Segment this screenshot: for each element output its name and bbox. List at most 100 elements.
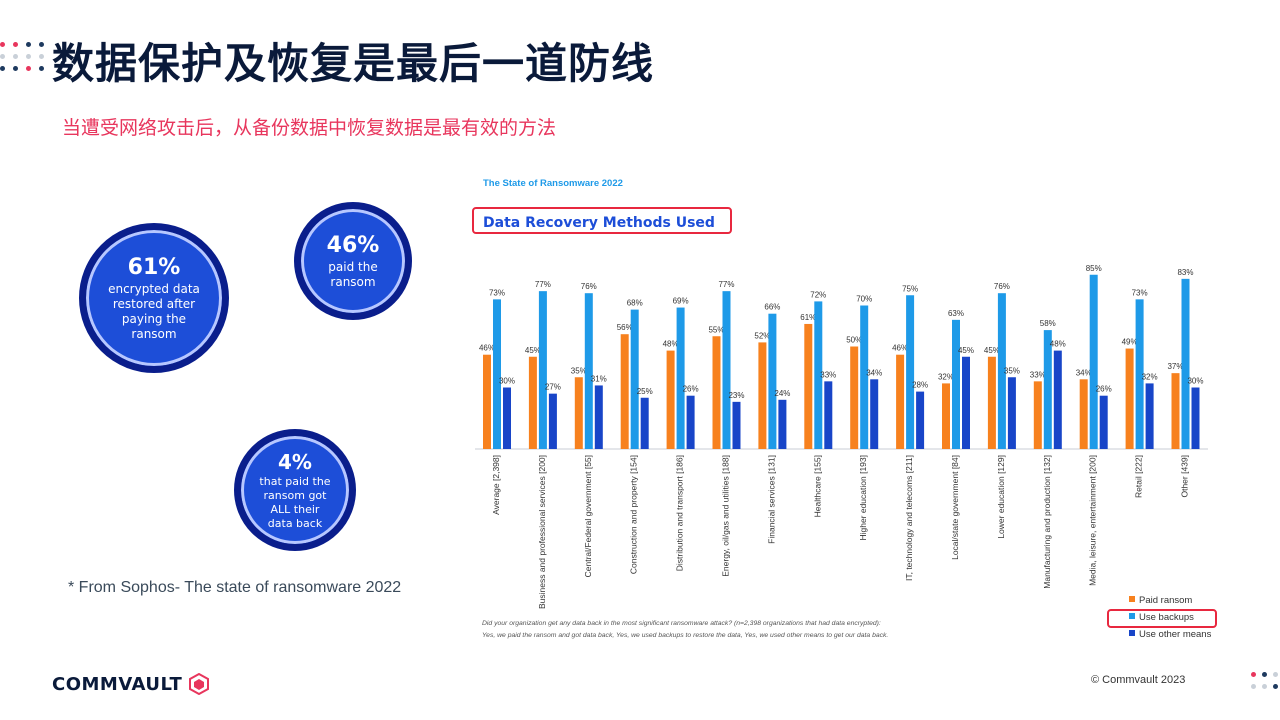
bar-other	[916, 391, 925, 449]
bar-paid	[1171, 373, 1180, 449]
bar-backups	[1135, 299, 1144, 449]
bar-backups	[1181, 278, 1190, 449]
stat-circle-all-data: 4% that paid the ransom got ALL their da…	[234, 429, 356, 551]
data-label: 45%	[984, 346, 1000, 355]
bar-backups	[538, 291, 547, 449]
data-label: 68%	[627, 299, 643, 308]
data-label: 46%	[479, 344, 495, 353]
data-label: 69%	[673, 297, 689, 306]
category-label: Energy, oil/gas and utilities [188]	[721, 455, 731, 577]
legend-highlight	[1107, 609, 1217, 628]
data-label: 25%	[637, 387, 653, 396]
data-label: 70%	[856, 295, 872, 304]
bar-other	[1191, 387, 1200, 449]
category-label: Retail [222]	[1134, 455, 1144, 498]
data-label: 30%	[1187, 377, 1203, 386]
data-label: 27%	[545, 383, 561, 392]
category-label: Other [439]	[1180, 455, 1190, 498]
stat-line: data back	[267, 516, 323, 530]
bar-other	[870, 379, 879, 449]
bar-paid	[1125, 348, 1134, 449]
data-label: 34%	[1076, 368, 1092, 377]
corner-dots	[1251, 672, 1279, 689]
stat-circle-restored: 61% encrypted data restored after paying…	[79, 223, 229, 373]
chart-title: Data Recovery Methods Used	[483, 215, 715, 231]
bar-other	[640, 397, 649, 449]
category-label: Lower education [129]	[996, 455, 1006, 539]
data-label: 73%	[489, 288, 505, 297]
data-label: 26%	[683, 385, 699, 394]
bar-backups	[997, 293, 1006, 449]
data-label: 28%	[912, 381, 928, 390]
bar-other	[594, 385, 603, 449]
bar-backups	[722, 291, 731, 449]
data-label: 76%	[581, 282, 597, 291]
data-label: 48%	[663, 340, 679, 349]
category-label: Manufacturing and production [132]	[1042, 455, 1052, 589]
recovery-methods-chart: The State of Ransomware 2022 Data Recover…	[470, 170, 1230, 650]
data-label: 32%	[938, 372, 954, 381]
bar-paid	[666, 350, 675, 449]
data-label: 75%	[902, 284, 918, 293]
bar-other	[962, 356, 970, 449]
data-label: 55%	[708, 325, 724, 334]
stat-circle-paid: 46% paid the ransom	[294, 202, 412, 320]
stat-line: encrypted data	[108, 281, 200, 296]
bar-paid	[896, 354, 905, 449]
category-label: Business and professional services [200]	[537, 455, 547, 609]
stat-value: 4%	[278, 449, 312, 474]
stat-line: restored after	[112, 296, 196, 311]
category-label: IT, technology and telecoms [211]	[904, 455, 914, 581]
legend-swatch	[1129, 596, 1135, 602]
slide-subtitle: 当遭受网络攻击后，从备份数据中恢复数据是最有效的方法	[62, 117, 557, 139]
data-label: 26%	[1096, 385, 1112, 394]
data-label: 33%	[820, 370, 836, 379]
bar-paid	[942, 383, 950, 449]
data-label: 61%	[800, 313, 816, 322]
bar-backups	[768, 313, 777, 449]
bar-backups	[1043, 330, 1052, 449]
data-label: 24%	[774, 389, 790, 398]
bar-other	[732, 401, 741, 449]
legend-label: Use backups	[1139, 612, 1194, 623]
stat-line: paid the	[328, 259, 378, 274]
bar-paid	[1079, 379, 1088, 449]
category-label: Higher education [193]	[858, 455, 868, 541]
data-label: 58%	[1040, 319, 1056, 328]
data-label: 72%	[810, 290, 826, 299]
bar-backups	[860, 305, 869, 449]
cube-icon	[189, 673, 210, 695]
copyright: © Commvault 2023	[1091, 674, 1186, 686]
bar-other	[1145, 383, 1154, 449]
bar-other	[686, 395, 695, 449]
data-label: 63%	[948, 309, 964, 318]
title-dots	[0, 42, 45, 71]
bar-other	[824, 381, 833, 449]
data-label: 76%	[994, 282, 1010, 291]
bar-paid	[1033, 381, 1042, 449]
data-label: 45%	[958, 346, 974, 355]
data-label: 83%	[1177, 268, 1193, 277]
bar-other	[1007, 377, 1016, 449]
data-label: 49%	[1122, 338, 1138, 347]
bar-other	[548, 393, 557, 449]
data-label: 50%	[846, 336, 862, 345]
stat-line: that paid the	[259, 474, 331, 488]
data-label: 37%	[1167, 362, 1183, 371]
bar-paid	[758, 342, 767, 449]
data-label: 56%	[617, 323, 633, 332]
chart-title-highlight	[472, 207, 732, 234]
stat-line: ransom	[131, 326, 177, 341]
data-label: 52%	[754, 331, 770, 340]
legend-label: Use other means	[1139, 629, 1212, 640]
data-label: 73%	[1132, 288, 1148, 297]
legend-label: Paid ransom	[1139, 595, 1192, 606]
bar-paid	[574, 377, 583, 449]
stat-line: ransom	[330, 274, 376, 289]
data-label: 31%	[591, 374, 607, 383]
chart-source: The State of Ransomware 2022	[483, 178, 623, 189]
bar-paid	[620, 334, 629, 449]
bar-other	[778, 399, 787, 449]
chart-svg: The State of Ransomware 2022 Data Recover…	[472, 178, 1217, 640]
category-label: Local/state government [84]	[950, 455, 960, 560]
